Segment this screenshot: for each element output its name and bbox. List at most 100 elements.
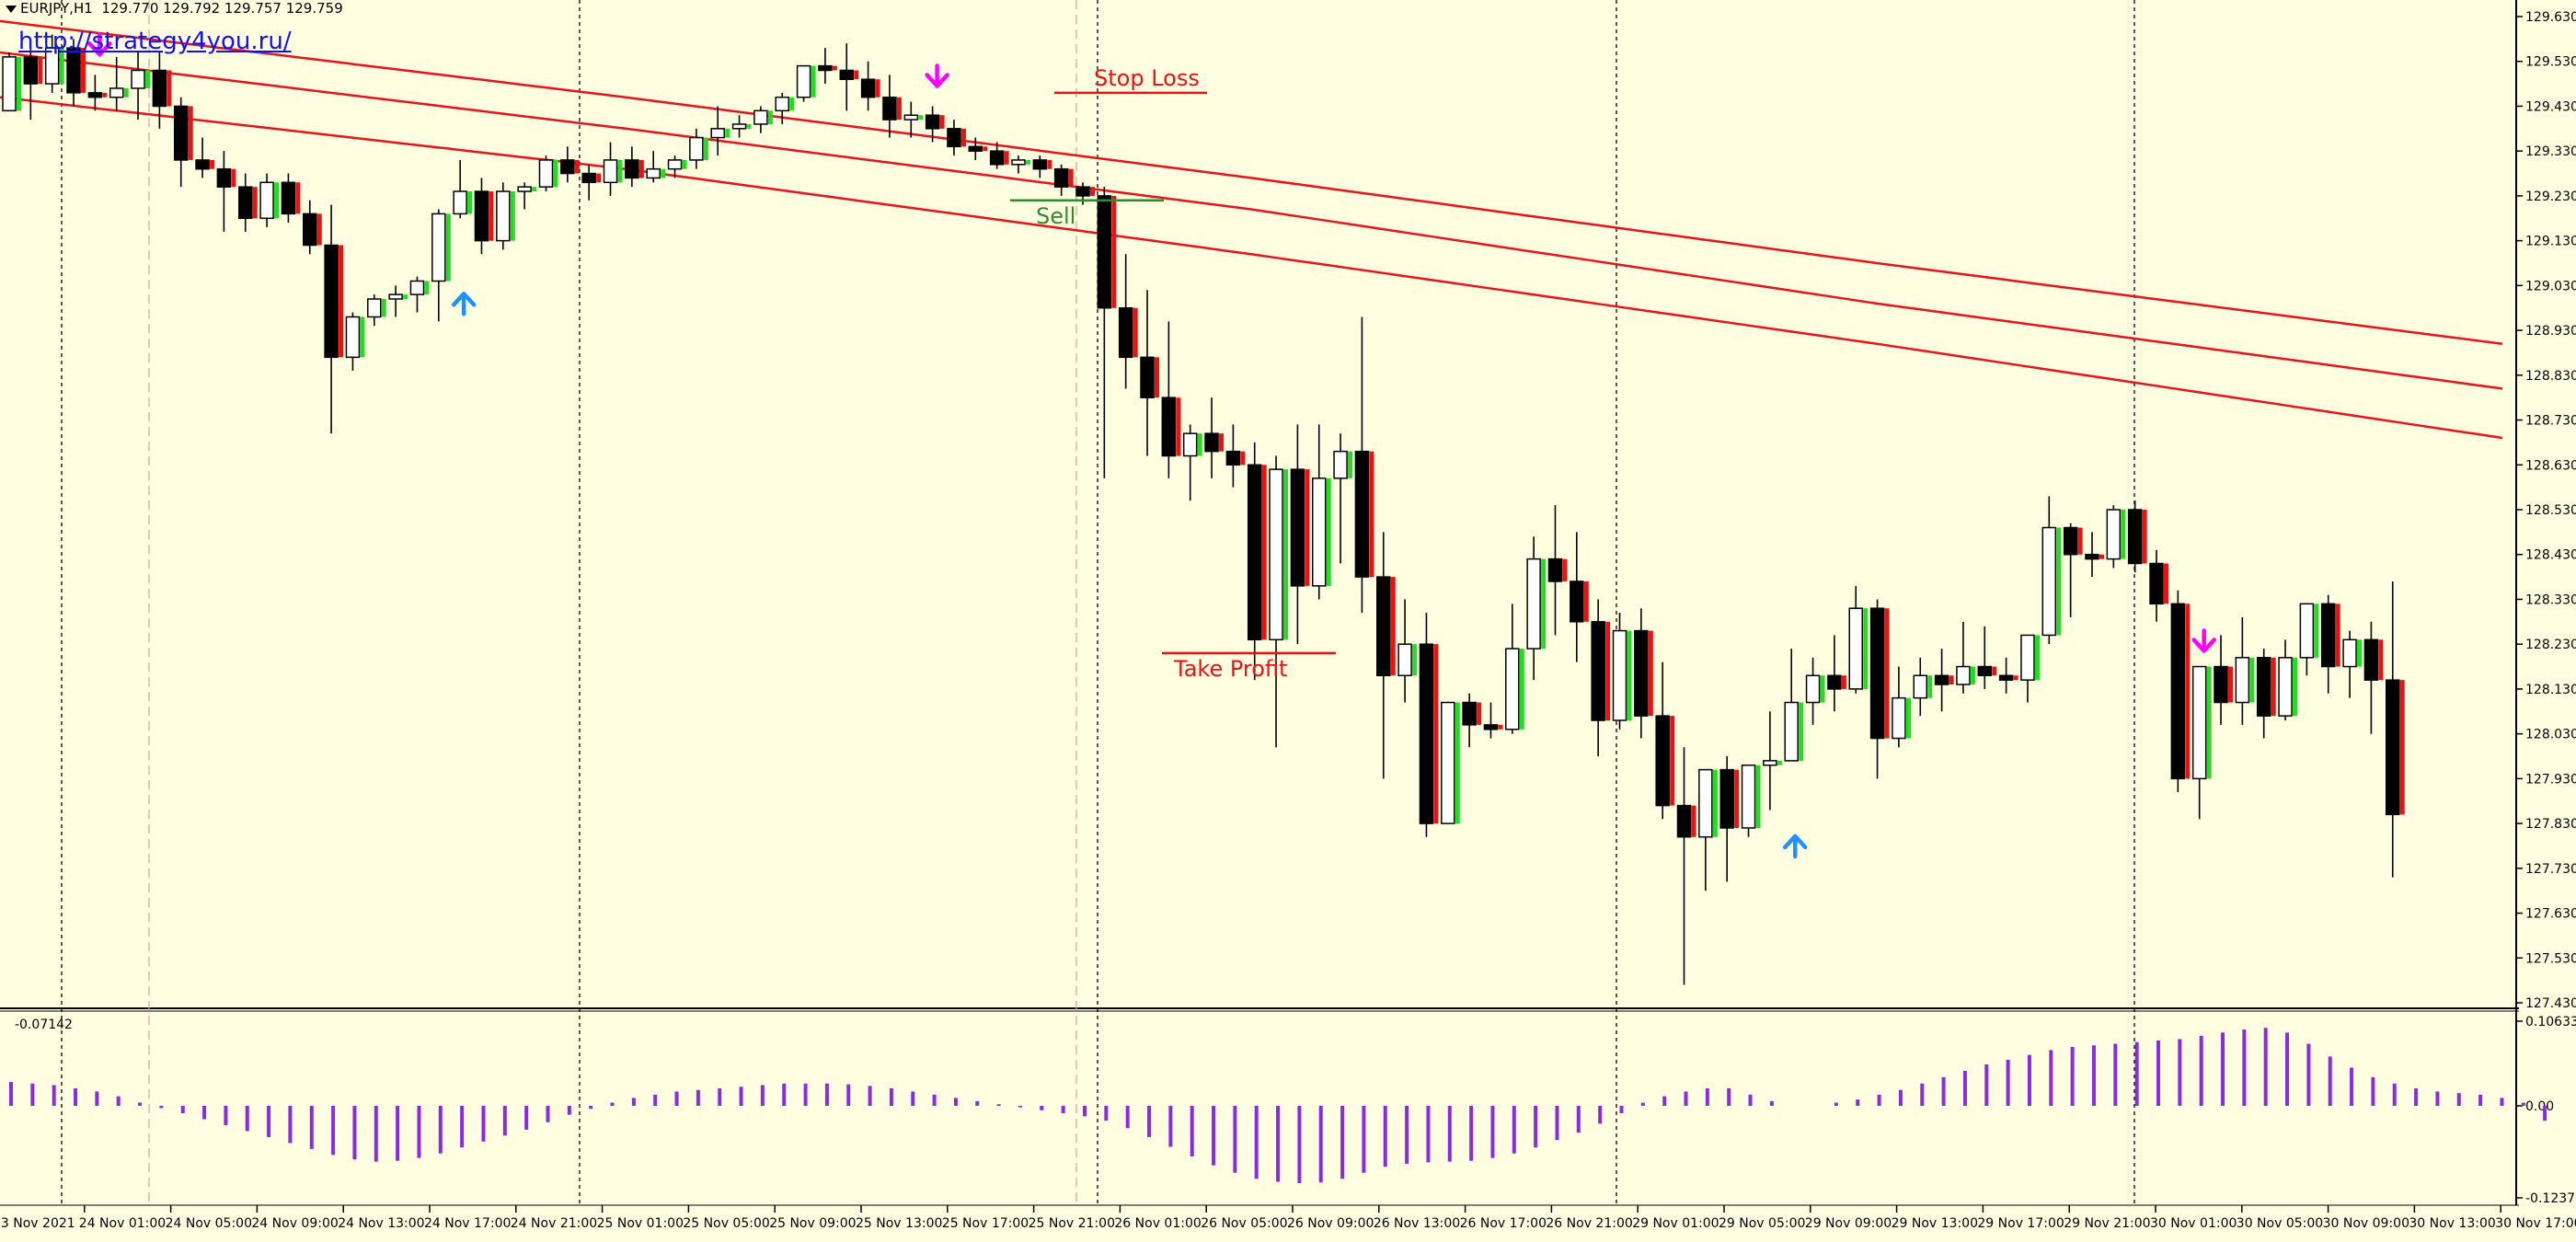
- x-tick-label: 26 Nov 05:00: [1201, 1216, 1287, 1231]
- candle-signal-strip: [746, 123, 752, 129]
- y-tick-label: 129.030: [2525, 279, 2576, 293]
- candle-body: [1869, 607, 1885, 740]
- candle-body: [1741, 764, 1756, 829]
- candle-signal-strip: [1348, 451, 1353, 478]
- candle-body: [23, 56, 39, 85]
- x-tick-label: 24 Nov 01:00: [79, 1216, 166, 1231]
- candle: [2278, 639, 2298, 721]
- candle-body: [1719, 768, 1734, 829]
- candle-signal-strip: [274, 182, 280, 219]
- candle-signal-strip: [1455, 702, 1460, 824]
- candle-signal-strip: [1949, 675, 1954, 685]
- candle-body: [517, 186, 532, 192]
- candle: [1225, 424, 1246, 488]
- x-tick-label: 30 Nov 01:00: [2150, 1216, 2237, 1231]
- candle-signal-strip: [1004, 151, 1009, 165]
- y-tick-label: 129.330: [2525, 144, 2576, 159]
- candle-signal-strip: [252, 187, 258, 219]
- candle-body: [560, 159, 575, 175]
- buy-arrow-icon: [1782, 834, 1808, 859]
- candle-signal-strip: [2399, 680, 2405, 815]
- candle-signal-strip: [1025, 159, 1030, 165]
- candle: [882, 75, 902, 138]
- candle: [1483, 702, 1503, 739]
- candle-body: [1204, 432, 1219, 453]
- candle-body: [131, 69, 145, 89]
- candle: [1505, 604, 1524, 734]
- candle-body: [925, 114, 940, 130]
- candle-body: [538, 159, 554, 188]
- candle: [731, 115, 752, 138]
- take-profit-label: Take Profit: [1173, 656, 1287, 682]
- candle-body: [882, 96, 897, 121]
- candle: [2385, 581, 2405, 878]
- candle-signal-strip: [1176, 397, 1181, 456]
- candle: [839, 43, 859, 111]
- dropdown-triangle-icon[interactable]: [6, 5, 17, 13]
- candle: [2363, 621, 2384, 734]
- candle-body: [731, 123, 747, 130]
- candle: [1719, 756, 1740, 882]
- candle: [216, 151, 236, 232]
- candle-body: [1784, 701, 1799, 762]
- candle-signal-strip: [896, 97, 902, 121]
- x-tick-label: 29 Nov 09:00: [1805, 1216, 1892, 1231]
- candle-body: [2127, 509, 2143, 565]
- candle-body: [1053, 167, 1069, 188]
- candle-body: [1354, 450, 1370, 578]
- candle: [195, 137, 215, 178]
- candle-body: [1505, 648, 1520, 730]
- y-tick-label: 127.630: [2525, 907, 2576, 922]
- candle-signal-strip: [2056, 527, 2062, 636]
- candle-body: [903, 114, 919, 121]
- x-tick-label: 30 Nov 13:00: [2409, 1216, 2495, 1231]
- candle-signal-strip: [1799, 702, 1804, 761]
- y-tick-label: 129.430: [2525, 99, 2576, 114]
- candle-signal-strip: [1841, 675, 1846, 689]
- buy-arrow-icon-shape: [1782, 834, 1808, 859]
- candle-body: [431, 213, 446, 282]
- sell-arrow-icon-shape: [2191, 628, 2216, 653]
- watermark-link[interactable]: http://strategy4you.ru/: [18, 28, 292, 55]
- candle-body: [968, 145, 983, 152]
- candle-body: [1956, 665, 1971, 685]
- y-tick-label: 128.930: [2525, 324, 2576, 339]
- candle-signal-strip: [210, 159, 215, 169]
- candle-body: [259, 181, 274, 220]
- candle: [775, 92, 795, 124]
- candle-body: [1290, 468, 1305, 587]
- candle-signal-strip: [2121, 510, 2126, 559]
- candle-body: [2041, 526, 2057, 637]
- candle-signal-strip: [1111, 195, 1117, 308]
- candle: [431, 209, 451, 322]
- candle-body: [152, 69, 167, 108]
- candle-signal-strip: [1863, 608, 1869, 689]
- candle: [1333, 433, 1353, 564]
- x-tick-label: 26 Nov 17:00: [1460, 1216, 1547, 1231]
- y-tick-label: 128.630: [2525, 458, 2576, 473]
- candle-signal-strip: [1820, 675, 1825, 703]
- candle: [710, 106, 730, 156]
- candle-body: [646, 167, 661, 179]
- candle-signal-strip: [1627, 630, 1632, 721]
- candle-signal-strip: [1433, 644, 1439, 824]
- candle: [87, 75, 108, 111]
- candle-signal-strip: [1605, 621, 1611, 721]
- candle-signal-strip: [467, 191, 473, 214]
- candle: [1634, 608, 1653, 739]
- candle-body: [1763, 760, 1777, 766]
- candle: [2214, 635, 2234, 725]
- candle: [2170, 590, 2191, 792]
- candle-body: [2149, 562, 2164, 605]
- candle-body: [1570, 581, 1584, 623]
- candle-signal-strip: [102, 92, 108, 98]
- candle-signal-strip: [918, 115, 924, 121]
- candle-body: [1547, 558, 1563, 582]
- candle-body: [818, 64, 833, 72]
- candle-body: [1612, 629, 1627, 721]
- candle: [1419, 613, 1439, 837]
- candle-body: [409, 280, 425, 295]
- candle-signal-strip: [1905, 697, 1911, 739]
- osc-y-tick-label: 0.00: [2525, 1099, 2554, 1114]
